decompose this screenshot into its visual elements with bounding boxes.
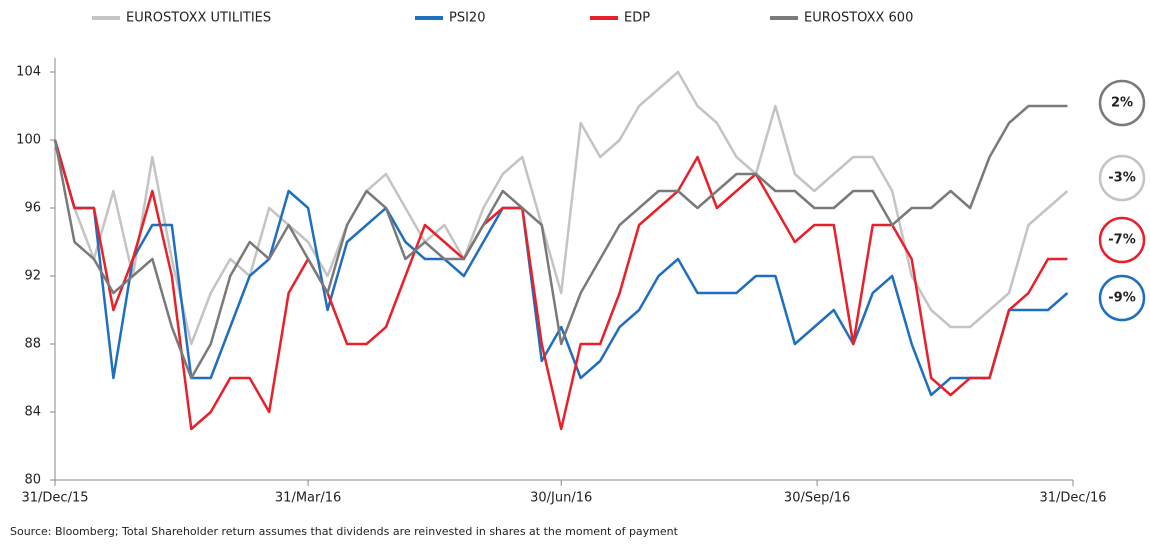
- x-tick-label: 31/Dec/15: [22, 491, 89, 506]
- end-badge-label: -3%: [1108, 171, 1135, 186]
- end-badge: [1098, 274, 1146, 322]
- series-line: [53, 139, 1068, 431]
- series-line: [53, 139, 1069, 397]
- y-tick-label: 88: [24, 337, 41, 352]
- x-tick-label: 30/Jun/16: [530, 491, 592, 506]
- series-line: [53, 104, 1068, 380]
- y-tick-label: 80: [24, 473, 41, 488]
- end-badge: [1098, 79, 1146, 127]
- end-badge-label: 2%: [1111, 96, 1133, 111]
- end-badge: [1098, 154, 1146, 202]
- y-tick-label: 104: [16, 65, 41, 80]
- y-tick-label: 96: [24, 201, 41, 216]
- legend-label: EUROSTOXX 600: [804, 11, 913, 26]
- end-badge-label: -7%: [1108, 233, 1135, 248]
- end-badge: [1098, 216, 1146, 264]
- y-tick-label: 84: [24, 405, 41, 420]
- legend-label: EUROSTOXX UTILITIES: [126, 11, 271, 26]
- x-tick-label: 31/Dec/16: [1040, 491, 1107, 506]
- x-tick-label: 30/Sep/16: [784, 491, 850, 506]
- legend-label: PSI20: [449, 11, 485, 26]
- legend-label: EDP: [624, 11, 650, 26]
- end-badge-label: -9%: [1108, 291, 1135, 306]
- y-tick-label: 100: [16, 133, 41, 148]
- x-tick-label: 31/Mar/16: [275, 491, 341, 506]
- source-note: Source: Bloomberg; Total Shareholder ret…: [10, 525, 679, 538]
- y-tick-label: 92: [24, 269, 41, 284]
